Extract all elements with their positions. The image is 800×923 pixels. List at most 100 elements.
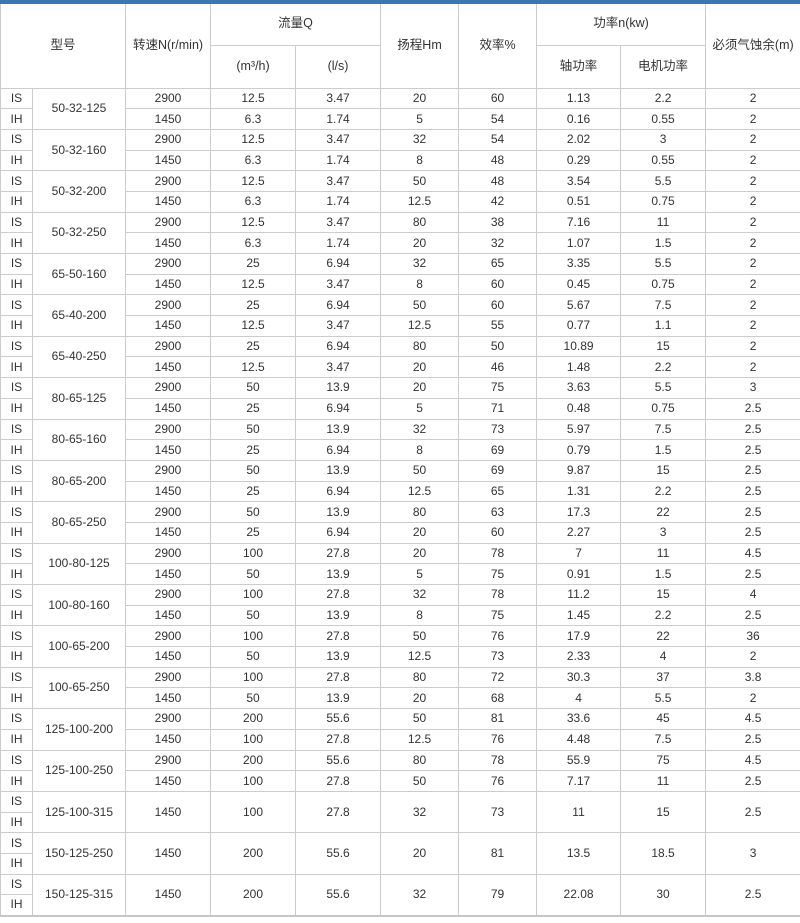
cell-series: IS (0, 377, 33, 399)
cell-speed: 2900 (125, 294, 212, 317)
cell-series: IH (0, 356, 33, 379)
cell-npsh: 2 (705, 315, 800, 337)
cell-model: 150-125-250 (31, 832, 127, 875)
cell-npsh: 2 (705, 128, 800, 151)
header-efficiency: 效率% (458, 1, 538, 89)
header-shaft-power: 轴功率 (536, 44, 622, 89)
cell-flow-ls: 27.8 (295, 666, 382, 689)
cell-shaft-power: 1.48 (536, 356, 622, 379)
cell-flow-m3h: 25 (210, 521, 297, 544)
cell-shaft-power: 0.91 (536, 563, 622, 585)
cell-speed: 1450 (125, 873, 212, 917)
cell-head: 5 (380, 563, 460, 585)
cell-flow-ls: 13.9 (295, 459, 382, 482)
header-flow: 流量Q (210, 1, 382, 46)
cell-npsh: 4 (705, 584, 800, 606)
cell-flow-ls: 1.74 (295, 232, 382, 254)
cell-flow-ls: 27.8 (295, 584, 382, 606)
table-row: IH 1450 100 27.8 12.5 76 4.48 7.5 2.5 (0, 728, 800, 751)
cell-flow-ls: 13.9 (295, 418, 382, 441)
cell-head: 20 (380, 232, 460, 254)
cell-motor-power: 1.5 (620, 439, 707, 461)
cell-flow-ls: 13.9 (295, 687, 382, 710)
cell-model: 100-80-125 (31, 542, 127, 586)
cell-efficiency: 60 (458, 273, 538, 296)
table-row: IS 50-32-125 2900 12.5 3.47 20 60 1.13 2.2 2 (0, 87, 800, 130)
cell-npsh: 2 (705, 356, 800, 379)
cell-npsh: 2.5 (705, 397, 800, 420)
cell-series: IS (0, 170, 33, 192)
cell-flow-m3h: 12.5 (210, 356, 297, 379)
table-row: IS 150-125-315 1450 200 55.6 32 79 22.08 30 2.5 (0, 873, 800, 917)
cell-npsh: 3 (705, 832, 800, 875)
cell-flow-ls: 13.9 (295, 377, 382, 399)
cell-series: IH (0, 273, 33, 296)
cell-head: 12.5 (380, 646, 460, 668)
table-row: IH 1450 25 6.94 8 69 0.79 1.5 2.5 (0, 439, 800, 461)
cell-flow-m3h: 200 (210, 708, 297, 730)
cell-series: IH (0, 563, 33, 585)
cell-flow-ls: 1.74 (295, 108, 382, 130)
cell-flow-ls: 6.94 (295, 253, 382, 275)
cell-efficiency: 73 (458, 790, 538, 834)
header-model: 型号 (0, 1, 127, 89)
cell-series: IS (0, 335, 33, 358)
cell-speed: 1450 (125, 356, 212, 379)
cell-shaft-power: 0.51 (536, 190, 622, 213)
cell-flow-m3h: 50 (210, 459, 297, 482)
cell-shaft-power: 1.31 (536, 480, 622, 503)
cell-model: 100-80-160 (31, 583, 127, 627)
cell-flow-ls: 27.8 (295, 542, 382, 565)
cell-speed: 2900 (125, 749, 212, 772)
cell-motor-power: 37 (620, 666, 707, 689)
cell-efficiency: 76 (458, 728, 538, 751)
cell-head: 8 (380, 149, 460, 172)
table-row: IH 1450 12.5 3.47 20 46 1.48 2.2 2 (0, 356, 800, 379)
cell-npsh: 2.5 (705, 521, 800, 544)
cell-flow-ls: 6.94 (295, 521, 382, 544)
cell-model: 150-125-315 (31, 873, 127, 917)
cell-speed: 2900 (125, 459, 212, 482)
cell-npsh: 3.8 (705, 666, 800, 689)
cell-flow-m3h: 25 (210, 397, 297, 420)
cell-flow-ls: 1.74 (295, 149, 382, 172)
cell-speed: 1450 (125, 149, 212, 172)
cell-efficiency: 78 (458, 749, 538, 772)
cell-npsh: 2.5 (705, 459, 800, 482)
table-row: IS 50-32-250 2900 12.5 3.47 80 38 7.16 11 2 (0, 211, 800, 255)
cell-flow-m3h: 100 (210, 770, 297, 792)
cell-head: 20 (380, 687, 460, 710)
cell-motor-power: 45 (620, 708, 707, 730)
cell-series: IS (0, 87, 33, 110)
cell-efficiency: 69 (458, 459, 538, 482)
table-row: IH 1450 100 27.8 50 76 7.17 11 2.5 (0, 770, 800, 792)
cell-head: 80 (380, 501, 460, 523)
cell-head: 20 (380, 87, 460, 110)
cell-shaft-power: 1.45 (536, 604, 622, 627)
cell-speed: 1450 (125, 480, 212, 503)
table-row: IH 1450 25 6.94 5 71 0.48 0.75 2.5 (0, 397, 800, 420)
cell-npsh: 2 (705, 273, 800, 296)
cell-efficiency: 48 (458, 170, 538, 192)
cell-flow-ls: 27.8 (295, 770, 382, 792)
cell-head: 20 (380, 521, 460, 544)
cell-series: IH (0, 521, 33, 544)
cell-efficiency: 46 (458, 356, 538, 379)
cell-series: IH (0, 604, 33, 627)
cell-speed: 2900 (125, 542, 212, 565)
cell-model: 125-100-315 (31, 790, 127, 834)
table-row: IS 100-80-160 2900 100 27.8 32 78 11.2 15 4 (0, 583, 800, 627)
cell-shaft-power: 2.27 (536, 521, 622, 544)
cell-series: IH (0, 190, 33, 213)
cell-head: 5 (380, 397, 460, 420)
cell-head: 32 (380, 790, 460, 834)
cell-flow-ls: 13.9 (295, 604, 382, 627)
cell-series: IH (0, 480, 33, 503)
cell-npsh: 2.5 (705, 439, 800, 461)
cell-head: 12.5 (380, 315, 460, 337)
cell-speed: 1450 (125, 604, 212, 627)
cell-flow-ls: 55.6 (295, 873, 382, 917)
cell-npsh: 2.5 (705, 728, 800, 751)
cell-efficiency: 71 (458, 397, 538, 420)
header-npsh: 必须气蚀余(m) (705, 1, 800, 89)
